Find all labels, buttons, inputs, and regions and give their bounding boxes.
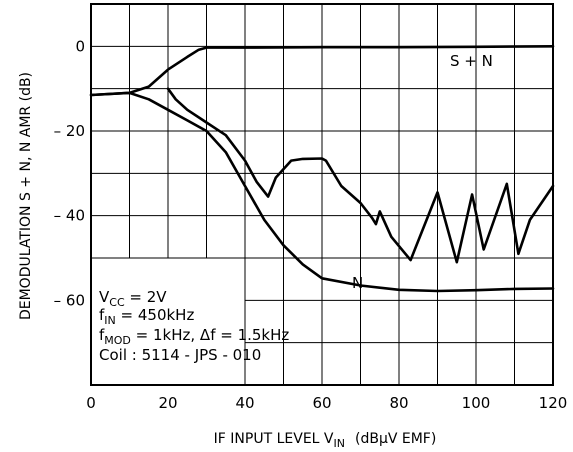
sn-curve-label: S + N: [450, 52, 493, 70]
y-axis-label: DEMODULATION S + N, N AMR (dB): [18, 72, 34, 320]
y-tick-labels: 0 – 20 – 40 – 60: [54, 37, 85, 309]
coil-line: Coil : 5114 - JPS - 010: [99, 346, 261, 364]
x-tick-label: 80: [389, 394, 408, 412]
x-tick-label: 60: [312, 394, 331, 412]
x-tick-label: 40: [235, 394, 254, 412]
series-line-amr: [166, 87, 555, 264]
y-tick-label: – 40: [54, 207, 85, 225]
plot-frame: [90, 3, 554, 386]
fin-line: fIN = 450kHz: [99, 306, 194, 327]
y-tick-label: – 60: [54, 291, 85, 309]
x-axis-label: IF INPUT LEVEL VIN (dBμV EMF): [214, 431, 437, 450]
fmod-line: fMOD = 1kHz, Δf = 1.5kHz: [99, 326, 289, 347]
n-curve-label: N: [352, 274, 363, 292]
curves: [89, 44, 555, 293]
conditions-box: VCC = 2V fIN = 450kHz fMOD = 1kHz, Δf = …: [99, 288, 289, 364]
series-line-sn: [89, 44, 555, 97]
grid: [91, 4, 553, 385]
vcc-line: VCC = 2V: [99, 288, 167, 309]
x-tick-label: 120: [539, 394, 568, 412]
x-tick-label: 0: [86, 394, 96, 412]
y-tick-label: 0: [75, 37, 85, 55]
x-tick-labels: 0 20 40 60 80 100 120: [86, 394, 567, 412]
series-line-n: [89, 91, 555, 293]
y-tick-label: – 20: [54, 122, 85, 140]
x-tick-label: 100: [462, 394, 491, 412]
x-tick-label: 20: [158, 394, 177, 412]
